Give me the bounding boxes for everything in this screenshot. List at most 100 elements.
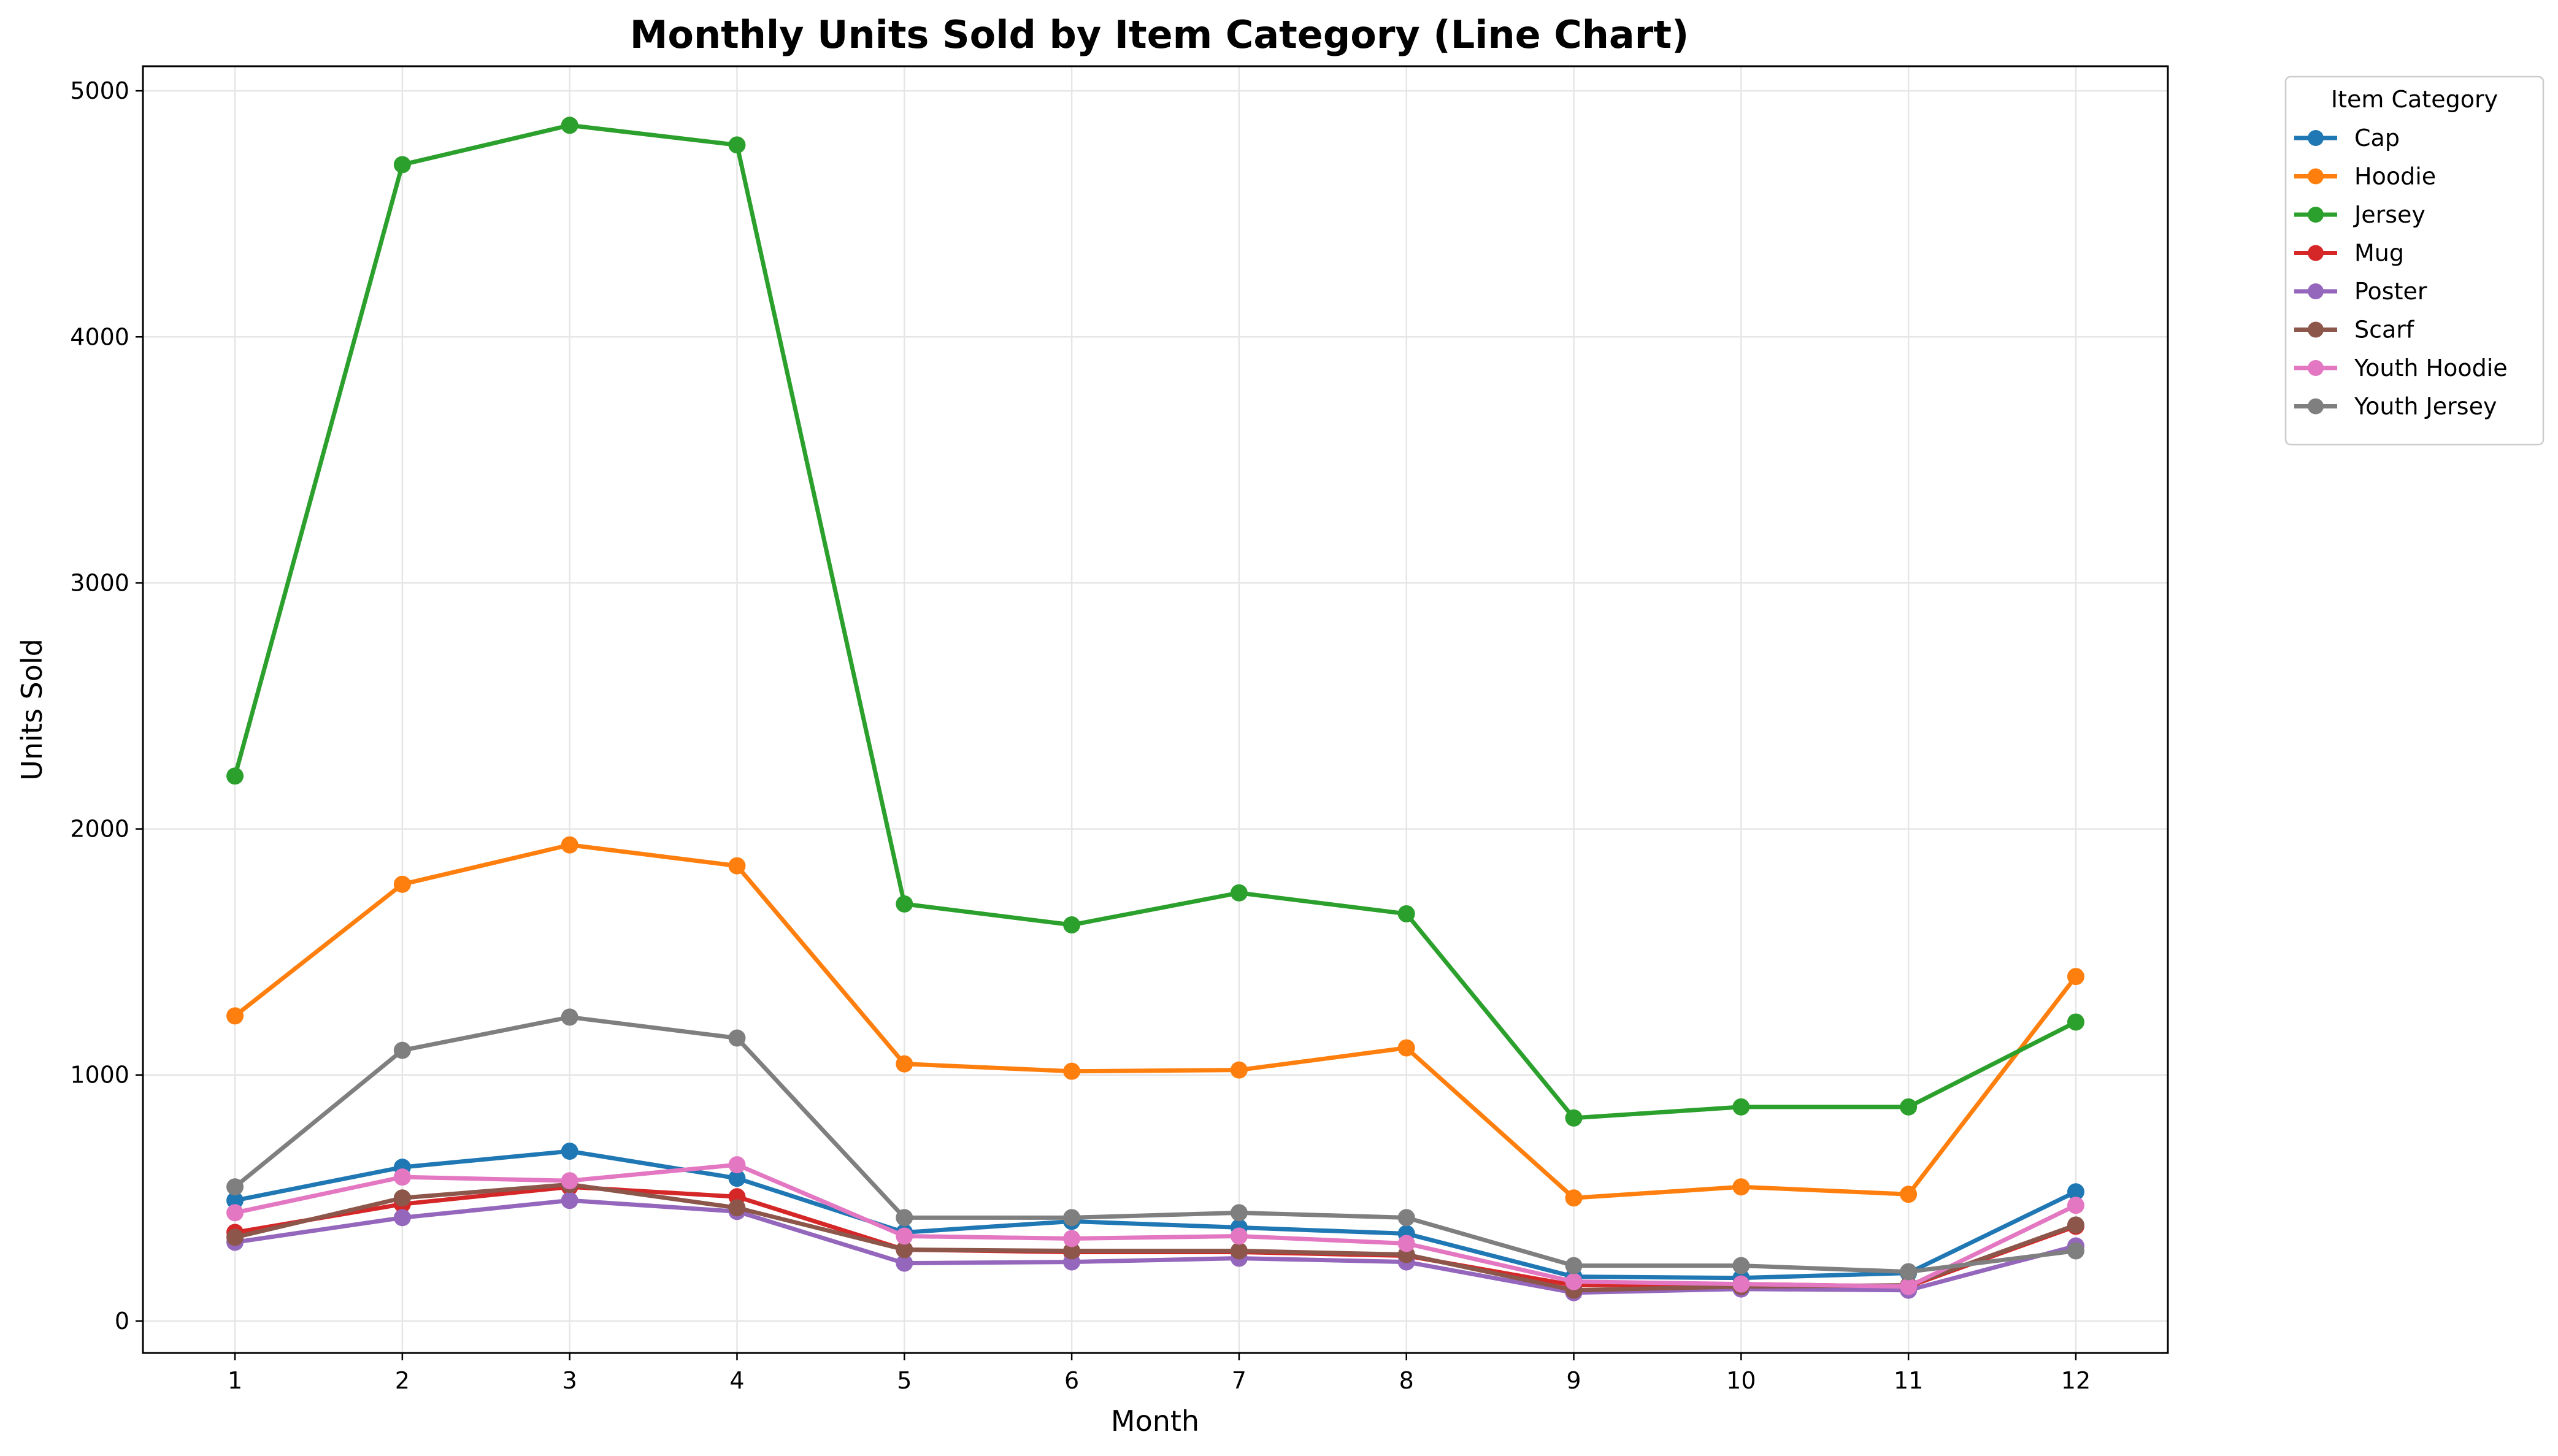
x-tick-label: 8 xyxy=(1399,1367,1414,1394)
data-point-youth-hoodie xyxy=(896,1227,913,1245)
data-point-youth-jersey xyxy=(393,1041,411,1059)
data-point-cap xyxy=(728,1170,746,1187)
y-tick-label: 2000 xyxy=(70,816,129,843)
legend-label-youth-hoodie: Youth Hoodie xyxy=(2354,354,2508,381)
data-point-youth-hoodie xyxy=(393,1168,411,1186)
y-tick-label: 4000 xyxy=(70,323,129,350)
data-point-youth-jersey xyxy=(1565,1257,1583,1274)
legend-item-scarf: Scarf xyxy=(2294,316,2415,343)
data-point-hoodie xyxy=(1230,1061,1248,1079)
data-point-youth-jersey xyxy=(561,1008,578,1026)
data-point-jersey xyxy=(1732,1098,1750,1116)
chart-title: Monthly Units Sold by Item Category (Lin… xyxy=(630,12,1689,57)
data-point-jersey xyxy=(561,117,578,134)
legend-title: Item Category xyxy=(2331,86,2498,113)
x-tick-label: 9 xyxy=(1566,1367,1581,1394)
legend-marker-youth-hoodie xyxy=(2308,360,2324,376)
data-point-hoodie xyxy=(1063,1062,1081,1080)
data-point-scarf xyxy=(728,1199,746,1217)
series-line-hoodie xyxy=(232,843,2078,1200)
series-jersey xyxy=(226,117,2084,1127)
data-point-youth-jersey xyxy=(2067,1242,2084,1260)
data-point-youth-hoodie xyxy=(1565,1273,1583,1290)
data-point-jersey xyxy=(2067,1013,2084,1031)
data-point-jersey xyxy=(728,136,746,154)
x-tick-label: 10 xyxy=(1726,1367,1756,1394)
data-point-jersey xyxy=(896,895,913,913)
legend-item-poster: Poster xyxy=(2294,278,2427,305)
data-point-youth-hoodie xyxy=(1732,1275,1750,1293)
x-tick-label: 12 xyxy=(2061,1367,2091,1394)
legend-item-hoodie: Hoodie xyxy=(2294,163,2436,190)
legend-label-hoodie: Hoodie xyxy=(2354,163,2436,190)
legend-label-youth-jersey: Youth Jersey xyxy=(2354,393,2497,420)
data-point-youth-jersey xyxy=(1230,1204,1248,1222)
x-tick-label: 5 xyxy=(897,1367,912,1394)
x-tick-label: 1 xyxy=(228,1367,242,1394)
data-point-youth-jersey xyxy=(1732,1257,1750,1274)
data-point-hoodie xyxy=(1565,1189,1583,1207)
grid-lines xyxy=(143,66,2168,1353)
data-point-scarf xyxy=(226,1228,244,1246)
legend-marker-youth-jersey xyxy=(2308,398,2324,415)
data-point-cap xyxy=(561,1143,578,1160)
legend-item-youth-jersey: Youth Jersey xyxy=(2294,393,2497,420)
series-line-youth-hoodie xyxy=(232,1162,2078,1289)
y-axis-label: Units Sold xyxy=(15,638,48,781)
data-point-youth-hoodie xyxy=(2067,1197,2084,1214)
data-point-scarf xyxy=(896,1241,913,1259)
legend-label-cap: Cap xyxy=(2354,125,2400,151)
legend-marker-scarf xyxy=(2308,321,2324,338)
data-point-jersey xyxy=(1565,1109,1583,1127)
legend: Item Category Cap Hoodie Jersey Mug Poster Sca… xyxy=(2284,75,2545,446)
data-point-youth-hoodie xyxy=(1397,1235,1415,1252)
data-point-poster xyxy=(393,1209,411,1227)
legend-item-jersey: Jersey xyxy=(2294,201,2425,228)
data-point-youth-jersey xyxy=(1063,1209,1081,1227)
x-tick-label: 2 xyxy=(395,1367,410,1394)
legend-item-mug: Mug xyxy=(2294,240,2404,267)
data-point-hoodie xyxy=(393,875,411,893)
data-point-hoodie xyxy=(728,857,746,875)
data-point-hoodie xyxy=(561,836,578,854)
data-point-cap xyxy=(226,1192,244,1209)
legend-marker-hoodie xyxy=(2308,168,2324,185)
x-tick-label: 6 xyxy=(1064,1367,1079,1394)
data-point-youth-hoodie xyxy=(728,1156,746,1174)
data-point-youth-hoodie xyxy=(1230,1227,1248,1245)
x-tick-label: 4 xyxy=(729,1367,744,1394)
x-tick-label: 3 xyxy=(563,1367,577,1394)
data-point-scarf xyxy=(2067,1216,2084,1234)
series-lines xyxy=(226,117,2084,1301)
legend-item-youth-hoodie: Youth Hoodie xyxy=(2294,354,2508,381)
legend-item-cap: Cap xyxy=(2294,125,2400,151)
data-point-youth-hoodie xyxy=(226,1204,244,1222)
data-point-jersey xyxy=(393,156,411,174)
data-point-hoodie xyxy=(1900,1186,1918,1203)
data-point-youth-jersey xyxy=(728,1029,746,1047)
data-point-youth-hoodie xyxy=(1900,1278,1918,1295)
series-line-youth-jersey xyxy=(232,1014,2078,1274)
legend-label-jersey: Jersey xyxy=(2353,201,2425,228)
data-point-jersey xyxy=(226,767,244,785)
plot-frame xyxy=(142,65,2169,1354)
series-line-poster xyxy=(232,1198,2078,1295)
series-youth-jersey xyxy=(226,1008,2084,1281)
y-tick-label: 1000 xyxy=(70,1062,129,1089)
series-hoodie xyxy=(226,836,2084,1207)
x-axis: 1 2 3 4 5 6 7 8 9 10 11 12 xyxy=(228,1353,2091,1394)
data-point-youth-jersey xyxy=(226,1178,244,1196)
data-point-hoodie xyxy=(226,1007,244,1025)
data-point-jersey xyxy=(1230,884,1248,902)
data-point-jersey xyxy=(1397,905,1415,922)
data-point-youth-hoodie xyxy=(561,1172,578,1190)
data-point-youth-jersey xyxy=(896,1209,913,1227)
series-line-cap xyxy=(232,1149,2078,1281)
data-point-youth-jersey xyxy=(1900,1263,1918,1281)
legend-label-poster: Poster xyxy=(2354,278,2427,305)
data-point-youth-jersey xyxy=(1397,1209,1415,1227)
legend-marker-cap xyxy=(2308,130,2324,146)
